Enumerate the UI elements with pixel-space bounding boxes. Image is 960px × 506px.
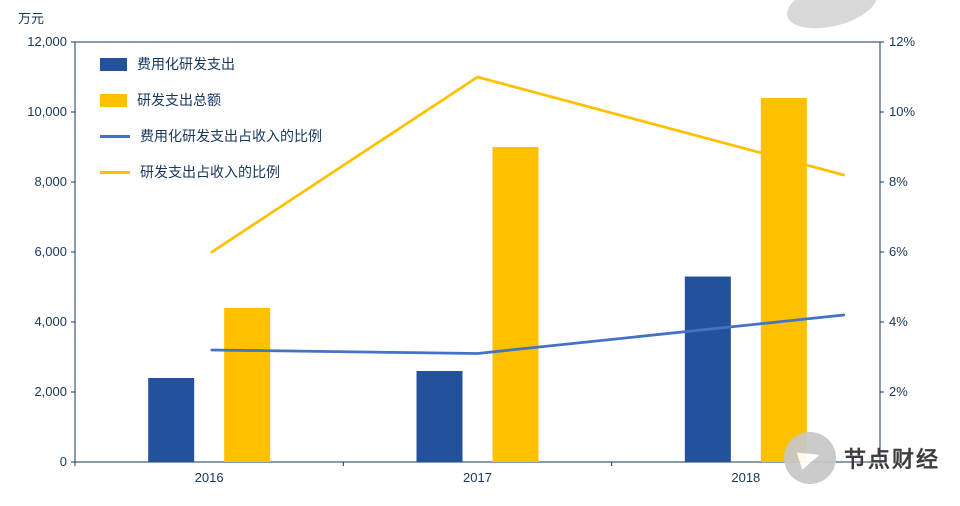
- legend-label-total-rd-ratio-line: 研发支出占收入的比例: [140, 164, 280, 180]
- left-axis-tick-label: 4,000: [34, 314, 67, 329]
- legend-item-total-rd-bar: 研发支出总额: [100, 92, 322, 108]
- legend-label-expensed-rd-ratio-line: 费用化研发支出占收入的比例: [140, 128, 322, 144]
- left-axis-tick-label: 10,000: [27, 104, 67, 119]
- legend-swatch-total-rd-ratio-line: [100, 170, 130, 174]
- legend: 费用化研发支出 研发支出总额 费用化研发支出占收入的比例 研发支出占收入的比例: [100, 56, 322, 180]
- bar-0-2017: [416, 371, 463, 462]
- x-axis-label: 2017: [463, 470, 492, 485]
- bar-0-2016: [148, 378, 195, 462]
- right-axis-tick-label: 12%: [889, 34, 915, 49]
- bar-0-2018: [684, 276, 731, 462]
- legend-swatch-expensed-rd-bar: [100, 57, 127, 71]
- legend-item-total-rd-ratio-line: 研发支出占收入的比例: [100, 164, 322, 180]
- right-axis-tick-label: 6%: [889, 244, 908, 259]
- left-axis-tick-label: 6,000: [34, 244, 67, 259]
- bar-1-2018: [760, 98, 807, 462]
- legend-swatch-expensed-rd-ratio-line: [100, 134, 130, 138]
- bar-1-2017: [492, 147, 539, 462]
- left-axis-tick-label: 8,000: [34, 174, 67, 189]
- right-axis-tick-label: 10%: [889, 104, 915, 119]
- legend-label-total-rd-bar: 研发支出总额: [137, 92, 221, 108]
- right-axis-tick-label: 2%: [889, 384, 908, 399]
- bar-1-2016: [224, 308, 271, 462]
- watermark-text: 节点财经: [843, 447, 940, 472]
- axis-unit-label: 万元: [18, 11, 45, 26]
- watermark: 节点财经: [783, 432, 940, 484]
- paper-plane-icon: [796, 446, 823, 470]
- legend-swatch-total-rd-bar: [100, 93, 127, 107]
- left-axis-tick-label: 2,000: [34, 384, 67, 399]
- right-axis-tick-label: 4%: [889, 314, 908, 329]
- right-axis-tick-label: 8%: [889, 174, 908, 189]
- line-series-1: [210, 75, 846, 254]
- watermark-logo-icon: [783, 432, 836, 484]
- legend-item-expensed-rd-bar: 费用化研发支出: [100, 56, 322, 72]
- x-axis-label: 2016: [195, 470, 224, 485]
- left-axis-tick-label: 12,000: [27, 34, 67, 49]
- left-axis-tick-label: 0: [60, 454, 67, 469]
- line-series-0: [210, 313, 846, 355]
- legend-label-expensed-rd-bar: 费用化研发支出: [137, 56, 235, 72]
- legend-item-expensed-rd-ratio-line: 费用化研发支出占收入的比例: [100, 128, 322, 144]
- x-axis-label: 2018: [731, 470, 760, 485]
